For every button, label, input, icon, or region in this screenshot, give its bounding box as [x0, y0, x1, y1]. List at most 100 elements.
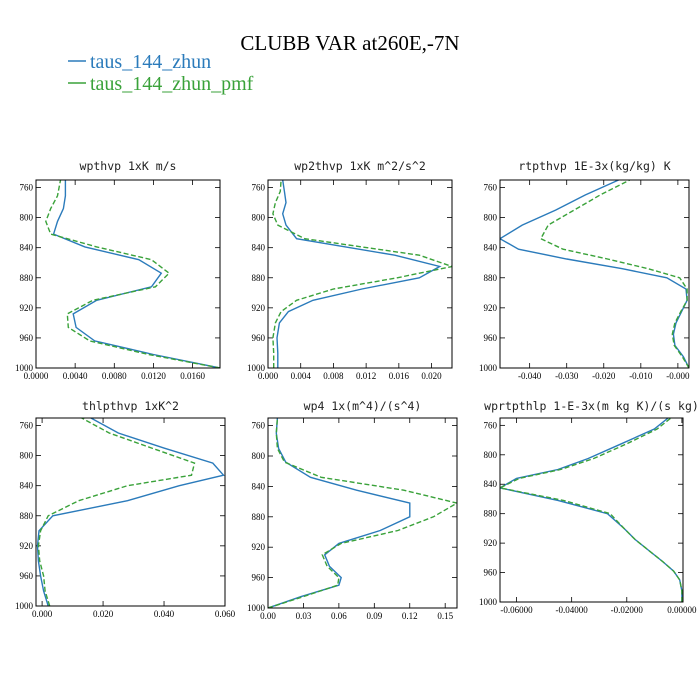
panel-4: thlpthvp 1xK^2 760 800 840 880 920 960 10000.00… — [15, 399, 236, 619]
y-tick-label: 1000 — [247, 363, 266, 373]
series-line-1 — [36, 418, 225, 606]
panel-title: thlpthvp 1xK^2 — [82, 399, 179, 413]
y-tick-label: 920 — [252, 303, 266, 313]
x-tick-label: -0.04000 — [556, 605, 589, 615]
panel-title: wp2thvp 1xK m^2/s^2 — [294, 159, 426, 173]
x-tick-label: 0.03 — [296, 611, 312, 621]
y-tick-label: 960 — [484, 568, 498, 578]
y-tick-label: 920 — [484, 303, 498, 313]
x-tick-label: 0.000 — [32, 609, 53, 619]
y-tick-label: 1000 — [479, 363, 498, 373]
y-tick-label: 1000 — [15, 601, 34, 611]
y-tick-label: 920 — [484, 538, 498, 548]
panel-5: wp4 1x(m^4)/(s^4)76080084088092096010000… — [247, 399, 458, 621]
panel-grid: wpthvp 1xK m/s76080084088092096010000.00… — [15, 159, 699, 621]
y-tick-label: 760 — [252, 183, 266, 193]
x-tick-label: -0.040 — [518, 371, 542, 381]
y-tick-label: 800 — [252, 451, 266, 461]
y-tick-label: 760 — [484, 183, 498, 193]
panel-title: wprtpthlp 1-E-3x(m kg K)/(s kg) — [484, 399, 699, 413]
series-line-2 — [272, 180, 452, 368]
x-tick-label: 0.040 — [154, 609, 175, 619]
y-tick-label: 760 — [20, 421, 34, 431]
series-line-1 — [276, 180, 442, 368]
x-tick-label: -0.020 — [592, 371, 616, 381]
y-tick-label: 960 — [20, 571, 34, 581]
y-tick-label: 800 — [484, 450, 498, 460]
figure-title: CLUBB VAR at260E,-7N — [240, 31, 459, 55]
y-tick-label: 920 — [20, 303, 34, 313]
plot-frame — [499, 417, 684, 603]
x-tick-label: -0.010 — [629, 371, 653, 381]
series-line-2 — [45, 180, 220, 368]
panel-title: rtpthvp 1E-3x(kg/kg) K — [518, 159, 670, 173]
x-tick-label: -0.06000 — [500, 605, 533, 615]
y-tick-label: 760 — [484, 420, 498, 430]
x-tick-label: 0.000 — [258, 371, 279, 381]
y-tick-label: 960 — [252, 333, 266, 343]
series-line-1 — [268, 418, 411, 608]
x-tick-label: 0.020 — [421, 371, 442, 381]
y-tick-label: 880 — [252, 512, 266, 522]
y-tick-label: 960 — [20, 333, 34, 343]
y-tick-label: 840 — [484, 243, 498, 253]
y-tick-label: 760 — [252, 421, 266, 431]
plot-frame — [267, 179, 453, 369]
y-tick-label: 840 — [20, 481, 34, 491]
series-line-2 — [539, 180, 689, 368]
y-tick-label: 880 — [20, 511, 34, 521]
x-tick-label: 0.012 — [356, 371, 376, 381]
y-tick-label: 920 — [20, 541, 34, 551]
y-tick-label: 840 — [484, 479, 498, 489]
y-tick-label: 1000 — [247, 603, 266, 613]
x-tick-label: 0.06 — [331, 611, 347, 621]
x-tick-label: 0.09 — [366, 611, 382, 621]
y-tick-label: 800 — [484, 213, 498, 223]
series-line-2 — [37, 418, 196, 606]
y-tick-label: 800 — [252, 213, 266, 223]
x-tick-label: -0.000 — [666, 371, 690, 381]
legend: taus_144_zhun taus_144_zhun_pmf — [68, 51, 254, 95]
y-tick-label: 800 — [20, 451, 34, 461]
plot-frame — [35, 179, 221, 369]
series-line-1 — [500, 180, 689, 368]
y-tick-label: 1000 — [479, 597, 498, 607]
legend-label-series-1: taus_144_zhun — [90, 51, 211, 73]
panel-3: rtpthvp 1E-3x(kg/kg) K 760 800 840 880 920 960… — [479, 159, 690, 381]
x-tick-label: 0.0040 — [63, 371, 88, 381]
y-tick-label: 840 — [252, 243, 266, 253]
plot-frame — [499, 179, 690, 369]
y-tick-label: 960 — [252, 573, 266, 583]
y-tick-label: 880 — [484, 509, 498, 519]
x-tick-label: 0.060 — [215, 609, 236, 619]
y-tick-label: 800 — [20, 213, 34, 223]
plot-frame — [267, 417, 458, 609]
series-line-2 — [268, 418, 457, 608]
panel-1: wpthvp 1xK m/s76080084088092096010000.00… — [15, 159, 221, 381]
legend-label-series-2: taus_144_zhun_pmf — [90, 73, 254, 95]
y-tick-label: 960 — [484, 333, 498, 343]
x-tick-label: 0.15 — [437, 611, 453, 621]
x-tick-label: 0.020 — [93, 609, 114, 619]
y-tick-label: 1000 — [15, 363, 34, 373]
y-tick-label: 880 — [252, 273, 266, 283]
x-tick-label: 0.0080 — [102, 371, 127, 381]
x-tick-label: 0.00 — [260, 611, 276, 621]
x-tick-label: 0.0120 — [141, 371, 166, 381]
x-tick-label: 0.00000 — [667, 605, 697, 615]
series-line-1 — [500, 418, 683, 602]
y-tick-label: 840 — [252, 481, 266, 491]
x-tick-label: 0.008 — [323, 371, 344, 381]
y-tick-label: 880 — [20, 273, 34, 283]
y-tick-label: 840 — [20, 243, 34, 253]
x-tick-label: 0.004 — [291, 371, 312, 381]
panel-title: wp4 1x(m^4)/(s^4) — [304, 399, 422, 413]
x-tick-label: -0.02000 — [611, 605, 644, 615]
plot-frame — [35, 417, 226, 607]
panel-2: wp2thvp 1xK m^2/s^2 760 800 840 880 920 960 100… — [247, 159, 453, 381]
y-tick-label: 880 — [484, 273, 498, 283]
x-tick-label: -0.030 — [555, 371, 579, 381]
x-tick-label: 0.0000 — [24, 371, 49, 381]
y-tick-label: 920 — [252, 542, 266, 552]
